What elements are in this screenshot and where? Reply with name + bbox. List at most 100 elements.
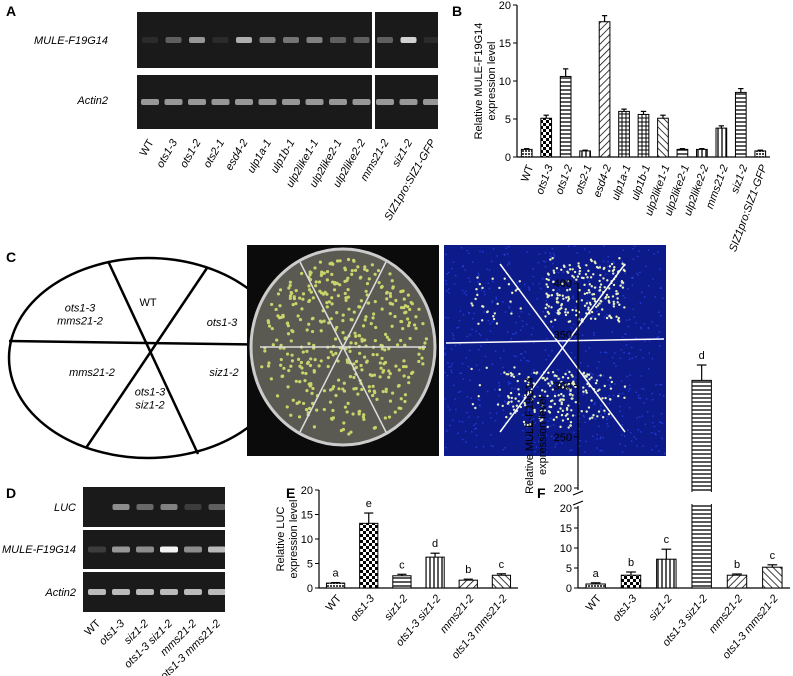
noise: [471, 328, 473, 331]
noise: [465, 294, 468, 296]
noise: [658, 383, 661, 386]
seedling: [351, 412, 355, 416]
noise: [574, 414, 577, 417]
noise: [651, 398, 654, 401]
noise: [608, 395, 610, 397]
noise: [522, 325, 524, 328]
y-tick-label: 10: [560, 543, 572, 555]
gel-band: [283, 37, 299, 43]
luminescence-spot: [555, 300, 559, 303]
luminescence-spot: [575, 278, 578, 281]
noise: [660, 287, 662, 289]
noise: [660, 383, 663, 386]
seedling: [333, 337, 338, 341]
luminescence-spot: [541, 389, 544, 392]
seedling: [330, 302, 334, 306]
luminescence-spot: [519, 307, 522, 310]
gel-band: [164, 99, 183, 105]
seedling: [300, 307, 304, 311]
luminescence-spot: [543, 409, 547, 412]
noise: [631, 284, 634, 287]
seedling: [327, 321, 331, 325]
noise: [603, 351, 606, 353]
noise: [651, 432, 653, 434]
gel-band: [160, 589, 178, 595]
seedling: [278, 304, 282, 308]
noise: [479, 250, 481, 253]
noise: [557, 271, 560, 274]
seedling: [390, 279, 394, 283]
luminescence-spot: [602, 277, 605, 280]
gel-band: [423, 99, 441, 105]
luminescence-spot: [481, 286, 484, 290]
noise: [602, 375, 605, 377]
noise: [504, 311, 507, 313]
noise: [565, 309, 568, 312]
noise: [536, 386, 539, 388]
seedling: [399, 338, 403, 343]
noise: [578, 316, 580, 319]
luminescence-spot: [585, 291, 589, 295]
luminescence-spot: [523, 404, 527, 407]
bar: [676, 148, 689, 158]
luminescence-spot: [547, 382, 550, 385]
seedling: [350, 272, 354, 276]
luminescence-spot: [545, 283, 548, 286]
noise: [542, 260, 545, 262]
noise: [475, 364, 478, 367]
seedling: [266, 321, 271, 325]
noise: [510, 302, 512, 304]
noise: [565, 266, 567, 268]
luminescence-spot: [509, 300, 512, 303]
seedling: [402, 306, 406, 310]
noise: [468, 277, 470, 279]
seedling: [393, 314, 397, 319]
noise: [560, 438, 562, 441]
luminescence-spot: [561, 398, 564, 401]
noise: [502, 366, 504, 369]
noise: [508, 404, 511, 406]
y-tick-label: 250: [554, 432, 572, 444]
luminescence-spot: [503, 277, 506, 280]
luminescence-spot: [482, 305, 485, 308]
seedling: [300, 271, 304, 276]
seedling: [323, 290, 327, 295]
seedling: [365, 293, 369, 297]
luminescence-spot: [560, 303, 564, 306]
luminescence-spot: [617, 394, 620, 398]
seedling: [301, 297, 305, 301]
seedling: [289, 339, 293, 343]
noise: [448, 292, 450, 294]
gel-band: [376, 99, 394, 105]
luminescence-spot: [492, 317, 496, 321]
seedling: [388, 372, 392, 376]
seedling: [375, 353, 379, 357]
luminescence-spot: [492, 315, 495, 318]
noise: [565, 374, 568, 377]
noise: [624, 272, 626, 274]
luminescence-spot: [509, 391, 513, 395]
y-tick-label: 15: [301, 510, 313, 522]
noise: [647, 249, 650, 251]
luminescence-spot: [541, 377, 544, 380]
luminescence-spot: [561, 294, 564, 297]
noise: [640, 327, 643, 330]
seedling: [399, 397, 403, 401]
noise: [598, 425, 600, 428]
noise: [459, 372, 461, 375]
seedling: [385, 297, 389, 301]
noise: [486, 390, 489, 393]
luminescence-spot: [555, 416, 558, 419]
luminescence-spot: [593, 286, 597, 289]
noise: [643, 296, 646, 298]
noise: [535, 446, 538, 448]
seedling: [341, 319, 345, 323]
noise: [494, 350, 497, 353]
luminescence-spot: [558, 311, 561, 315]
noise: [619, 357, 622, 359]
noise: [585, 350, 587, 352]
luminescence-spot: [568, 263, 571, 267]
sector-label: ots1-3: [135, 387, 166, 399]
seedling: [297, 415, 302, 419]
noise: [523, 283, 526, 286]
